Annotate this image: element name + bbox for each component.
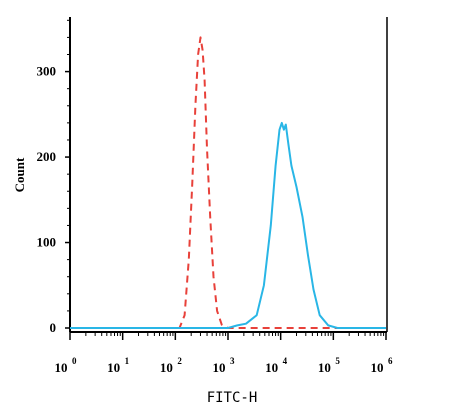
- x-tick-exponent: 6: [388, 356, 393, 366]
- x-tick-label: 10: [107, 360, 120, 375]
- x-tick-label: 10: [318, 360, 331, 375]
- x-tick-exponent: 3: [230, 356, 235, 366]
- x-tick-exponent: 0: [72, 356, 77, 366]
- series-line-1: [70, 36, 386, 329]
- x-tick-label: 10: [371, 360, 384, 375]
- y-tick-label: 100: [37, 235, 57, 250]
- x-tick-exponent: 5: [335, 356, 340, 366]
- x-axis-label: FITC-H: [207, 390, 258, 406]
- y-axis-label: Count: [12, 157, 27, 192]
- y-tick-label: 0: [50, 320, 57, 335]
- y-tick-label: 300: [37, 64, 57, 79]
- x-tick-label: 10: [160, 360, 173, 375]
- x-tick-exponent: 2: [177, 356, 182, 366]
- x-tick-label: 10: [55, 360, 68, 375]
- x-tick-label: 10: [213, 360, 226, 375]
- x-tick-label: 10: [265, 360, 278, 375]
- x-tick-exponent: 4: [283, 356, 288, 366]
- y-tick-label: 200: [37, 149, 57, 164]
- x-tick-exponent: 1: [125, 356, 130, 366]
- series-line-2: [70, 121, 386, 329]
